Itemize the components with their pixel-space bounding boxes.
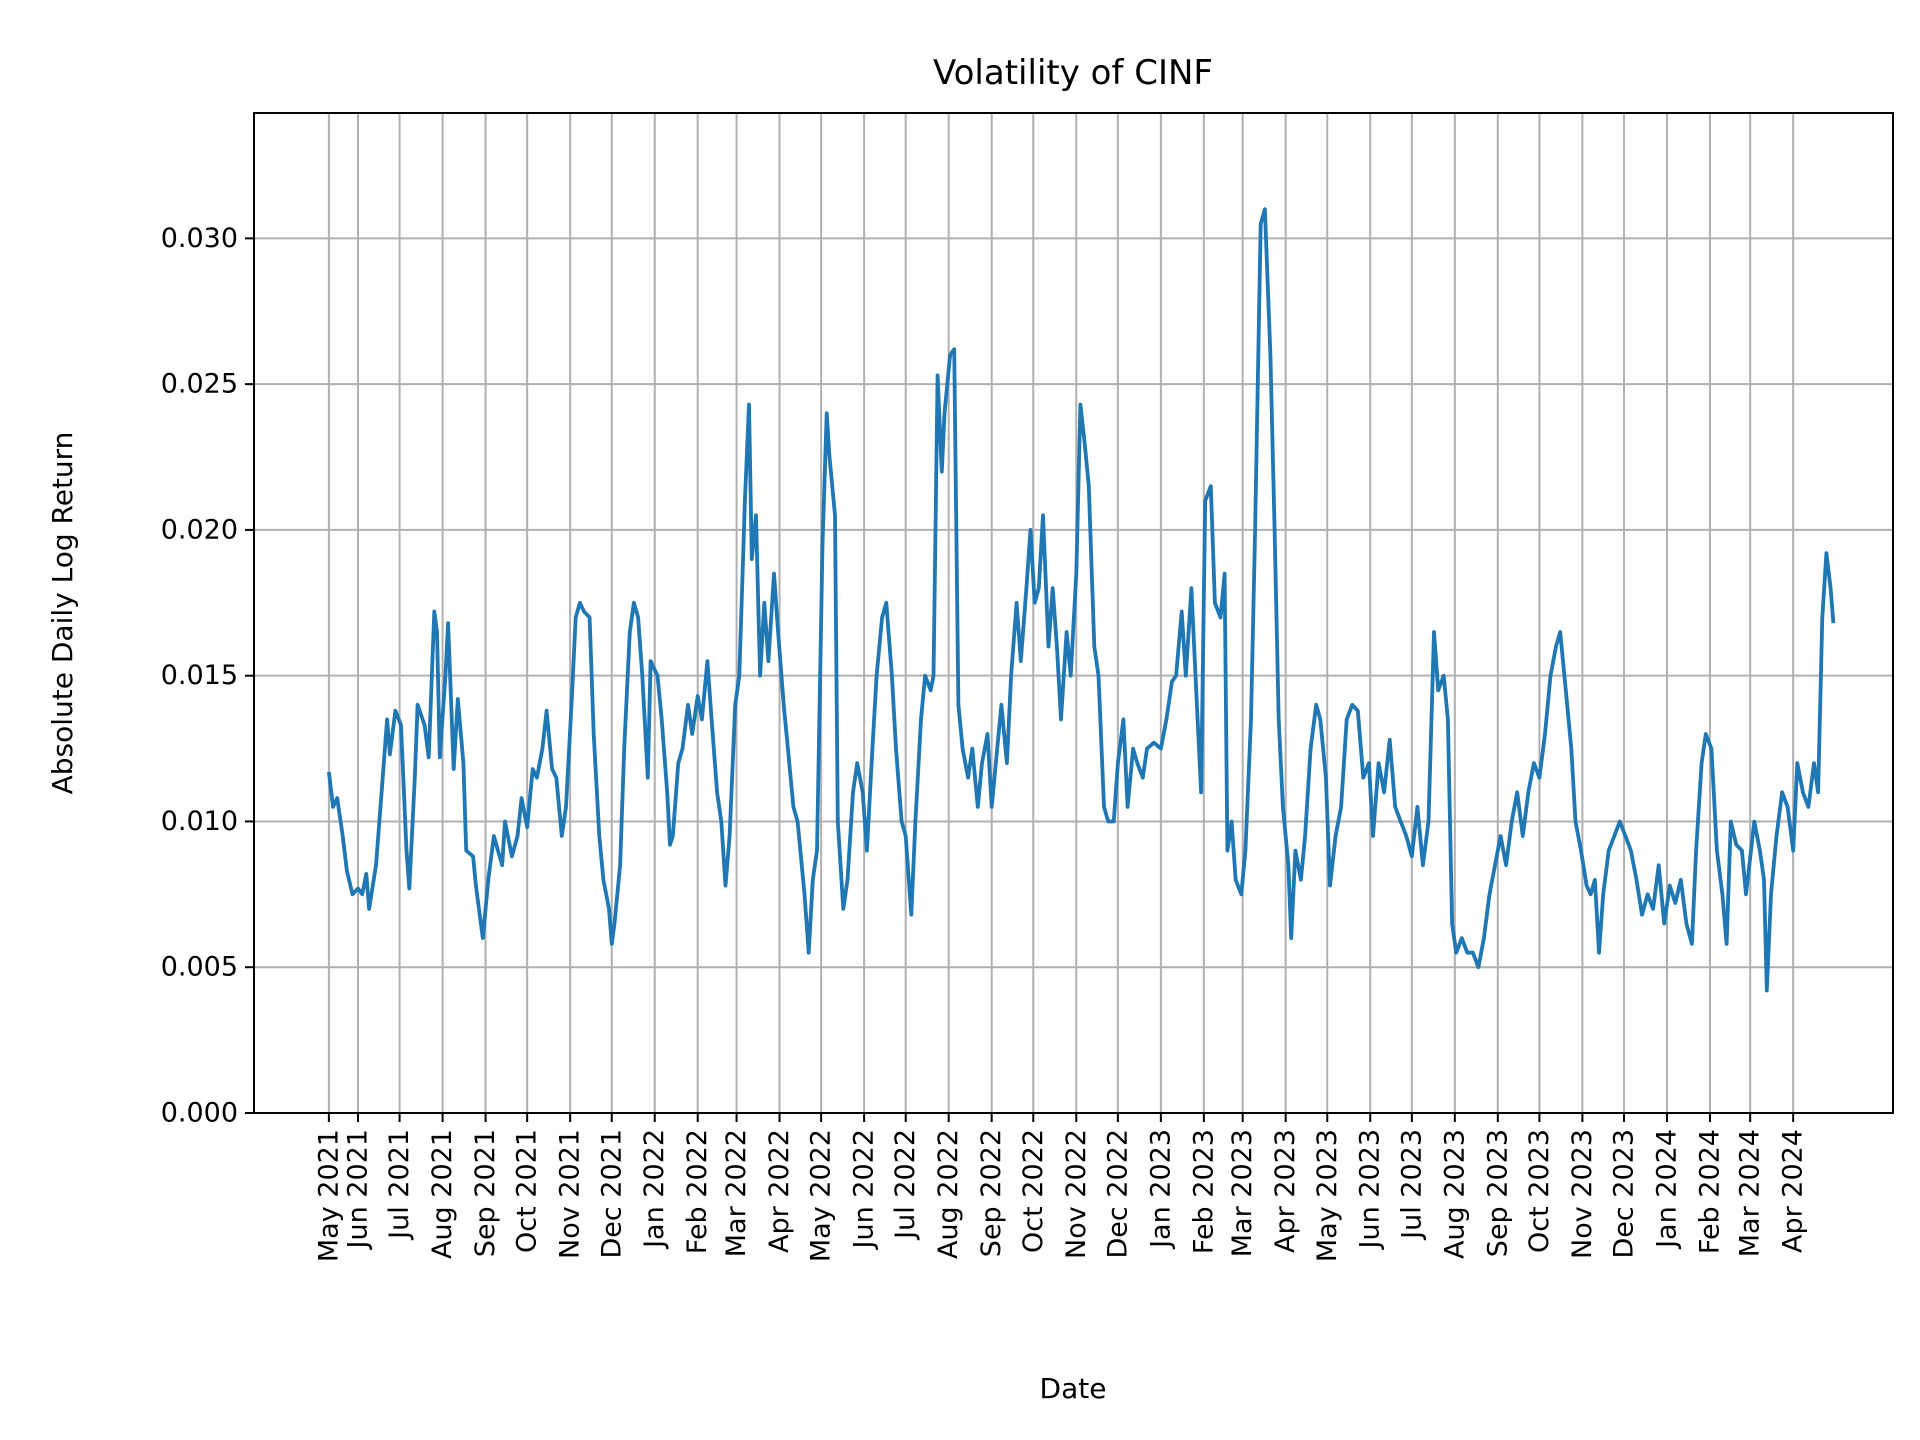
x-tick-label: Sep 2021 (470, 1129, 501, 1257)
x-tick-label: Jan 2023 (1145, 1129, 1176, 1250)
x-tick-label: Sep 2022 (976, 1129, 1007, 1257)
x-tick-label: Aug 2022 (933, 1129, 964, 1259)
x-tick-label: Apr 2022 (764, 1129, 795, 1253)
y-tick-label: 0.015 (161, 660, 238, 691)
chart-title: Volatility of CINF (933, 53, 1213, 93)
x-tick-label: Nov 2021 (555, 1129, 586, 1259)
y-tick-label: 0.020 (161, 514, 238, 545)
y-tick-label: 0.000 (161, 1098, 238, 1129)
x-tick-label: Jul 2023 (1396, 1129, 1427, 1241)
y-axis-label: Absolute Daily Log Return (46, 432, 79, 795)
x-tick-label: Feb 2023 (1188, 1129, 1219, 1254)
y-tick-label: 0.030 (161, 223, 238, 254)
x-tick-label: Oct 2023 (1524, 1129, 1555, 1253)
y-tick-label: 0.025 (161, 369, 238, 400)
x-tick-label: Mar 2023 (1227, 1129, 1258, 1257)
x-tick-label: May 2022 (806, 1129, 837, 1262)
x-tick-label: Apr 2024 (1778, 1129, 1809, 1253)
x-tick-label: Apr 2023 (1270, 1129, 1301, 1253)
x-tick-label: Feb 2022 (682, 1129, 713, 1254)
x-tick-label: Dec 2023 (1608, 1129, 1639, 1259)
x-tick-label: Mar 2024 (1735, 1129, 1766, 1257)
x-tick-label: Feb 2024 (1694, 1129, 1725, 1254)
y-tick-label: 0.005 (161, 952, 238, 983)
x-tick-label: Jun 2022 (849, 1129, 880, 1250)
x-tick-label: May 2023 (1312, 1129, 1343, 1262)
x-tick-label: Oct 2021 (512, 1129, 543, 1253)
x-tick-label: Sep 2023 (1482, 1129, 1513, 1257)
x-tick-label: Aug 2021 (427, 1129, 458, 1259)
series (327, 207, 1836, 993)
x-tick-label: Jul 2022 (890, 1129, 921, 1241)
x-tick-label: Mar 2022 (721, 1129, 752, 1257)
axes-frame (253, 112, 1894, 1114)
x-tick-label: Aug 2023 (1439, 1129, 1470, 1259)
volatility-line (327, 207, 1836, 993)
y-ticks: 0.000 0.005 0.010 0.015 0.020 0.025 0.030 (161, 223, 254, 1129)
x-tick-label: Jan 2024 (1651, 1129, 1682, 1250)
x-tick-label: Jun 2023 (1355, 1129, 1386, 1250)
x-tick-label: Jul 2021 (384, 1129, 415, 1241)
y-tick-label: 0.010 (161, 806, 238, 837)
x-tick-label: Dec 2021 (596, 1129, 627, 1259)
x-axis-label: Date (1040, 1372, 1107, 1405)
x-tick-label: Dec 2022 (1102, 1129, 1133, 1259)
x-tick-label: Oct 2022 (1018, 1129, 1049, 1253)
x-tick-label: Jun 2021 (342, 1129, 373, 1250)
x-tick-label: Nov 2023 (1567, 1129, 1598, 1259)
x-tick-label: Nov 2022 (1061, 1129, 1092, 1259)
x-tick-label: May 2021 (313, 1129, 344, 1262)
x-tick-label: Jan 2022 (639, 1129, 670, 1250)
